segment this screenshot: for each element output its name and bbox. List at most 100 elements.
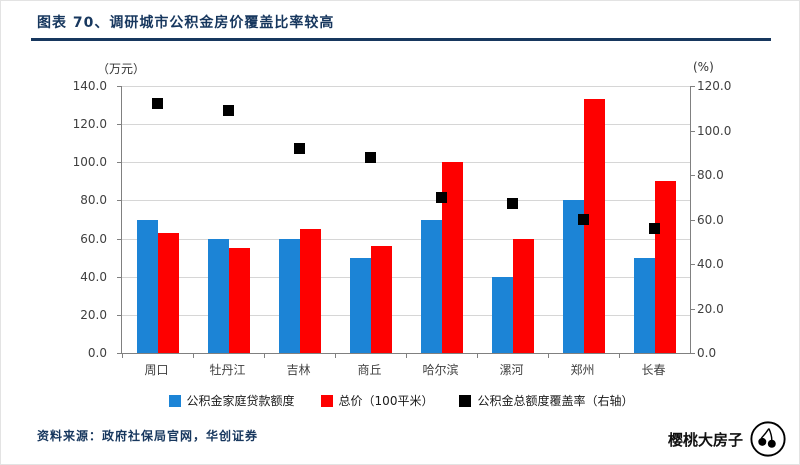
coverage-ratio-marker [507, 198, 518, 210]
left-axis-tick [117, 200, 122, 202]
x-axis-label: 周口 [144, 363, 169, 377]
legend-item: 总价（100平米） [320, 392, 434, 409]
bar-loan-quota [491, 276, 513, 353]
watermark: 樱桃大房子 [668, 420, 787, 458]
legend-label: 公积金总额度覆盖率（右轴） [477, 394, 634, 408]
coverage-ratio-marker [578, 214, 589, 225]
x-axis-tick [122, 353, 123, 358]
x-axis-tick [406, 353, 407, 358]
bar-total-price [441, 162, 463, 353]
coverage-ratio-marker [294, 142, 305, 154]
x-axis-label: 郑州 [570, 363, 595, 377]
bar-loan-quota [633, 257, 655, 353]
left-axis-tick-label: 80.0 [80, 193, 107, 208]
coverage-ratio-marker [649, 222, 660, 234]
x-axis-label: 哈尔滨 [422, 363, 459, 377]
chart-legend: 公积金家庭贷款额度 总价（100平米） 公积金总额度覆盖率（右轴） [1, 392, 799, 409]
grid-line [122, 314, 690, 316]
left-axis-tick [117, 86, 122, 87]
x-axis-label: 漯河 [499, 363, 524, 377]
right-axis-tick-labels: 120.0 100.0 80.0 60.0 40.0 20.0 0.0 [695, 79, 751, 360]
left-axis-tick [117, 353, 122, 354]
legend-swatch [168, 394, 181, 407]
coverage-ratio-marker [365, 151, 376, 163]
bar-loan-quota [136, 219, 158, 353]
coverage-ratio-marker [223, 104, 234, 116]
left-axis-tick-label: 140.0 [72, 79, 107, 93]
right-axis-tick-label: 60.0 [697, 212, 724, 227]
right-axis-tick-label: 0.0 [697, 346, 717, 360]
watermark-text: 樱桃大房子 [667, 430, 743, 449]
bar-total-price [583, 99, 605, 353]
x-axis-label: 牡丹江 [209, 363, 246, 377]
right-axis-tick [690, 175, 695, 176]
bar-total-price [299, 229, 321, 353]
x-axis-tick [619, 353, 620, 358]
right-axis-tick-label: 120.0 [697, 79, 732, 93]
left-axis-tick-label: 20.0 [80, 307, 107, 322]
coverage-ratio-marker [436, 191, 447, 203]
bar-loan-quota [207, 238, 229, 353]
bar-total-price [654, 181, 676, 353]
right-axis-tick-label: 100.0 [697, 123, 732, 138]
legend-swatch [320, 394, 333, 407]
right-axis-tick [690, 264, 695, 265]
right-axis-tick-label: 80.0 [697, 168, 724, 182]
left-axis-tick [117, 314, 122, 316]
left-axis-tick-label: 60.0 [80, 231, 107, 246]
x-axis-label: 长春 [641, 363, 666, 377]
right-axis-tick [690, 219, 695, 221]
left-axis-tick-label: 100.0 [72, 155, 107, 170]
x-axis-tick [477, 353, 478, 358]
bar-total-price [512, 238, 534, 353]
right-axis-tick-label: 20.0 [697, 301, 724, 316]
x-axis-tick [548, 353, 549, 358]
left-axis-tick-labels: 140.0 120.0 100.0 80.0 60.0 40.0 20.0 0.0 [57, 79, 113, 360]
left-axis-tick-label: 40.0 [80, 269, 107, 284]
legend-label: 总价（100平米） [338, 394, 434, 408]
left-axis-tick [117, 238, 122, 240]
header-divider [31, 38, 771, 41]
legend-swatch [459, 394, 472, 407]
right-axis-tick [690, 130, 695, 132]
right-axis-tick [690, 353, 695, 354]
plot-area [117, 86, 695, 358]
grid-line [122, 238, 690, 240]
grid-line [122, 162, 690, 164]
legend-item: 公积金家庭贷款额度 [168, 392, 295, 409]
bar-loan-quota [562, 200, 584, 353]
legend-label: 公积金家庭贷款额度 [186, 394, 295, 408]
x-axis-tick [264, 353, 265, 358]
x-axis-labels: 周口 牡丹江 吉林 商丘 哈尔滨 漯河 郑州 长春 [121, 361, 689, 381]
grid-line [122, 86, 690, 87]
bar-total-price [370, 246, 392, 353]
chart-title: 图表 70、调研城市公积金房价覆盖比率较高 [37, 15, 335, 31]
right-axis-tick [690, 86, 695, 87]
bar-loan-quota [349, 257, 371, 353]
left-axis-unit: （万元） [97, 62, 146, 76]
x-axis-label: 商丘 [357, 363, 382, 377]
left-axis-tick [117, 162, 122, 164]
source-note: 资料来源：政府社保局官网，华创证券 [37, 429, 259, 443]
bar-total-price [157, 232, 179, 353]
coverage-ratio-marker [152, 98, 163, 110]
bar-loan-quota [420, 219, 442, 353]
legend-item: 公积金总额度覆盖率（右轴） [459, 392, 633, 409]
grid-line [122, 276, 690, 278]
right-axis-unit: (%) [693, 60, 714, 74]
bar-total-price [228, 248, 250, 353]
x-axis-tick [335, 353, 336, 358]
left-axis-tick-label: 120.0 [72, 117, 107, 132]
left-axis-tick [117, 276, 122, 278]
right-axis-tick [690, 308, 695, 310]
x-axis-label: 吉林 [286, 363, 311, 377]
grid-line [122, 200, 690, 202]
bar-loan-quota [278, 238, 300, 353]
left-axis-tick-label: 0.0 [87, 346, 107, 360]
grid-line [122, 124, 690, 126]
right-axis-tick-label: 40.0 [697, 257, 724, 271]
left-axis-tick [117, 124, 122, 126]
cherry-logo-icon [749, 420, 787, 458]
x-axis-tick [193, 353, 194, 358]
